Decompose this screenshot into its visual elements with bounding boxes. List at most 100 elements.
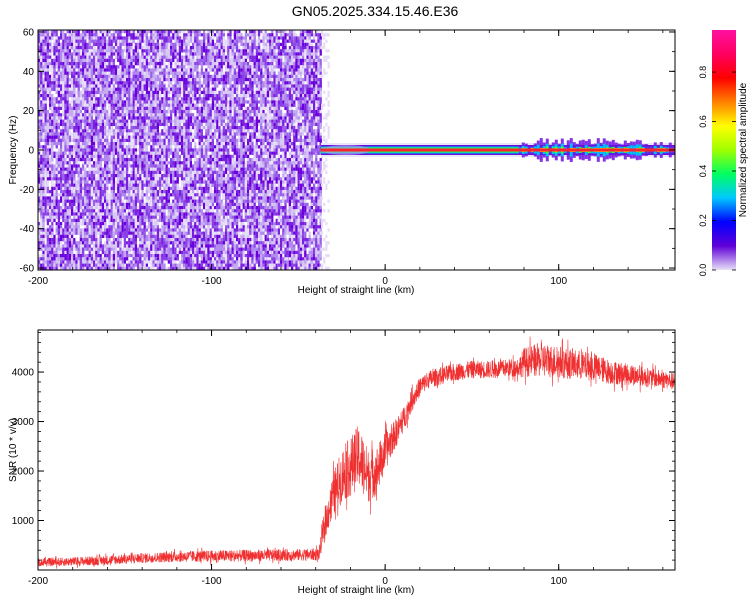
heatmap-cell (88, 100, 91, 104)
heatmap-cell (112, 193, 115, 203)
heatmap-cell (156, 151, 159, 155)
heatmap-cell (145, 138, 148, 142)
heatmap-cell (150, 161, 153, 168)
heatmap-cell (119, 199, 122, 206)
heatmap-cell (143, 193, 146, 197)
heatmap-cell (93, 49, 96, 59)
heatmap-cell (108, 119, 111, 123)
heatmap-cell (181, 106, 184, 110)
heatmap-cell (68, 55, 71, 59)
heatmap-cell (189, 30, 192, 34)
heatmap-cell (93, 94, 96, 98)
heatmap-cell (75, 228, 78, 232)
heatmap-cell (187, 167, 190, 171)
heatmap-cell (178, 126, 181, 130)
heatmap-cell (152, 119, 155, 123)
heatmap-cell (44, 180, 47, 184)
heatmap-cell (196, 225, 199, 232)
heatmap-cell (183, 199, 186, 206)
heatmap-cell (108, 71, 111, 75)
heatmap-cell (185, 202, 188, 206)
heatmap-cell (198, 145, 201, 149)
heatmap-cell (143, 164, 146, 171)
heatmap-cell (112, 97, 115, 101)
heatmap-cell (44, 174, 47, 178)
heatmap-cell (64, 212, 67, 219)
heatmap-cell (196, 119, 199, 123)
heatmap-cell (192, 94, 195, 98)
heatmap-cell (194, 193, 197, 197)
heatmap-cell (71, 122, 74, 130)
heatmap-cell (77, 212, 80, 219)
heatmap-cell (93, 260, 96, 270)
heatmap-cell (71, 46, 74, 50)
heatmap-cell (55, 199, 58, 210)
heatmap-cell (62, 215, 65, 219)
heatmap-cell (51, 151, 54, 162)
heatmap-cell (174, 244, 177, 251)
heatmap-cell (75, 266, 78, 270)
heatmap-cell (137, 62, 140, 66)
heatmap-cell (145, 151, 148, 155)
heatmap-cell (148, 113, 151, 120)
heatmap-cell (82, 170, 85, 174)
heatmap-cell (203, 58, 206, 62)
heatmap-cell (88, 58, 91, 62)
heatmap-cell (49, 148, 52, 152)
heatmap-cell (77, 154, 80, 158)
heatmap-cell (148, 100, 151, 107)
heatmap-cell (137, 42, 140, 50)
heatmap-cell (93, 218, 96, 222)
heatmap-cell (117, 55, 120, 59)
heatmap-cell (137, 199, 140, 203)
heatmap-cell (152, 218, 155, 229)
heatmap-cell (209, 241, 212, 245)
heatmap-cell (143, 119, 146, 123)
heatmap-cell (185, 196, 188, 200)
heatmap-cell (99, 138, 102, 142)
heatmap-cell (108, 238, 111, 242)
heatmap-cell (68, 71, 71, 75)
heatmap-cell (66, 145, 69, 149)
heatmap-cell (112, 78, 115, 82)
heatmap-cell (198, 161, 201, 165)
heatmap-cell (77, 81, 80, 88)
heatmap-cell (64, 206, 67, 210)
heatmap-cell (55, 231, 58, 235)
heatmap-cell (165, 218, 168, 222)
heatmap-cell (194, 142, 197, 146)
heatmap-cell (55, 212, 58, 216)
heatmap-cell (57, 228, 60, 235)
heatmap-cell (64, 119, 67, 123)
heatmap-cell (73, 180, 76, 184)
heatmap-cell (123, 58, 126, 66)
heatmap-cell (40, 94, 43, 98)
heatmap-cell (194, 244, 197, 248)
heatmap-cell (187, 110, 190, 114)
heatmap-cell (185, 266, 188, 270)
heatmap-cell (73, 42, 76, 46)
heatmap-cell (62, 110, 65, 114)
heatmap-cell (176, 241, 179, 245)
heatmap-cell (137, 206, 140, 210)
heatmap-cell (176, 257, 179, 261)
heatmap-cell (174, 103, 177, 107)
heatmap-cell (143, 266, 146, 270)
heatmap-cell (200, 97, 203, 104)
heatmap-cell (49, 174, 52, 178)
heatmap-cell (176, 158, 179, 162)
heatmap-cell (185, 263, 188, 267)
heatmap-cell (112, 132, 115, 136)
heatmap-cell (108, 81, 111, 88)
heatmap-cell (172, 244, 175, 254)
heatmap-cell (88, 138, 91, 142)
heatmap-cell (121, 170, 124, 178)
heatmap-cell (128, 266, 131, 270)
heatmap-cell (154, 42, 157, 46)
heatmap-cell (49, 196, 52, 203)
heatmap-cell (68, 110, 71, 117)
heatmap-cell (192, 113, 195, 117)
heatmap-cell (90, 196, 93, 200)
heatmap-cell (75, 244, 78, 248)
heatmap-cell (189, 142, 192, 152)
